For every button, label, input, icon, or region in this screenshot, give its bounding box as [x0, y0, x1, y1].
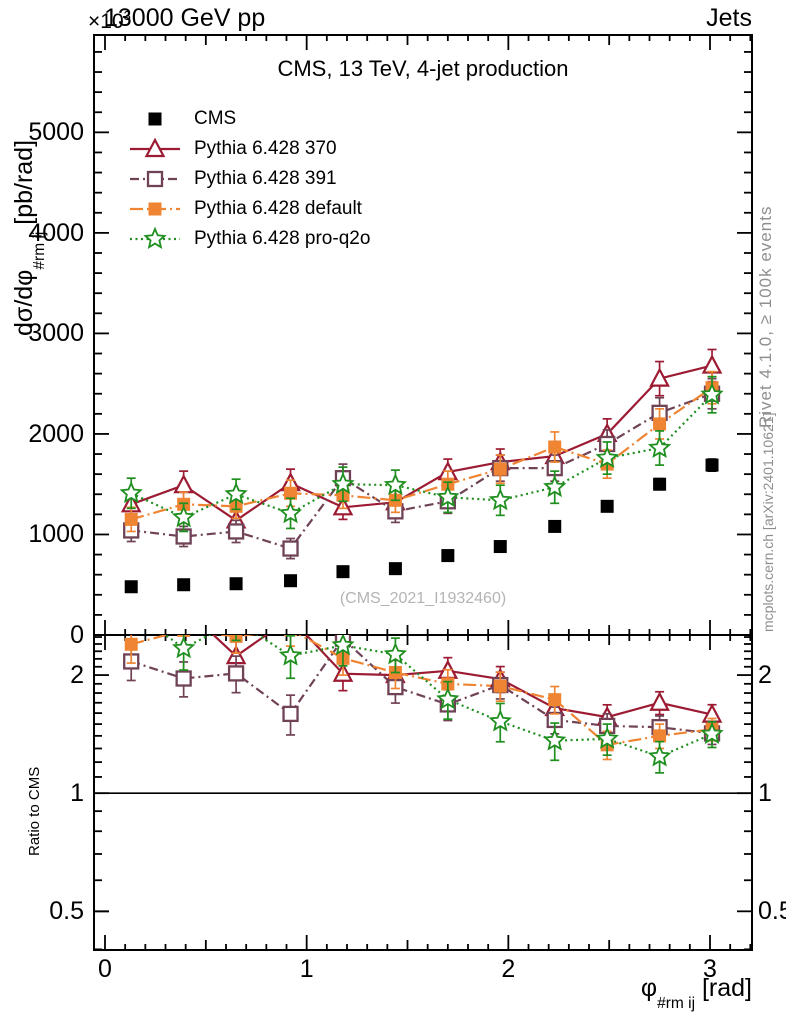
ratio-tick-label-right: 0.5	[758, 897, 786, 926]
legend-marker-pythia-6-428-default-icon	[130, 202, 180, 216]
main-line-pythia-6-428-pro-q2o	[130, 393, 713, 519]
y-tick-label: 1000	[28, 520, 84, 549]
analysis-id-watermark: (CMS_2021_I1932460)	[339, 590, 507, 607]
legend-item-cms: CMS	[128, 104, 370, 134]
legend: CMS Pythia 6.428 370 Pythia 6.428 391 Pythi…	[128, 104, 370, 254]
mcplots-arxiv-note: mcplots.cern.ch [arXiv:2401.10621]	[760, 412, 776, 632]
multiplier-base: ×10	[88, 10, 124, 33]
y-tick-label: 0	[70, 621, 84, 649]
ratio-line-pythia-6-428-default	[130, 635, 713, 746]
main-line-pythia-6-428-370	[130, 364, 713, 522]
y-tick-label: 2000	[28, 419, 84, 448]
main-series-lines	[130, 364, 713, 550]
ratio-series-lines	[130, 635, 713, 758]
ratio-tick-label-left: 1	[70, 779, 84, 808]
legend-label: Pythia 6.428 391	[194, 168, 337, 189]
y-tick-label: 3000	[28, 319, 84, 348]
ratio-line-pythia-6-428-370	[211, 635, 713, 719]
main-points-pythia-6-428-default	[124, 370, 719, 533]
legend-label: Pythia 6.428 default	[194, 198, 362, 219]
legend-marker-cms-icon	[148, 112, 162, 126]
x-title-prefix: φ	[640, 974, 658, 1002]
ratio-tick-label-left: 0.5	[49, 897, 84, 926]
legend-marker-pythia-6-428-pro-q2o-icon	[130, 227, 180, 249]
y-tick-label: 5000	[28, 118, 84, 147]
main-line-pythia-6-428-default	[130, 386, 713, 521]
ratio-points-pythia-6-428-pro-q2o	[171, 635, 724, 774]
legend-marker-pythia-6-428-370-icon	[130, 137, 180, 158]
plot-title: CMS, 13 TeV, 4-jet production	[277, 56, 569, 81]
legend-label: CMS	[194, 108, 237, 129]
legend-marker-pythia-6-428-391-icon	[130, 170, 180, 188]
x-title-subscript: #rm ij	[657, 994, 696, 1012]
ratio-tick-label-right: 2	[758, 661, 772, 690]
x-tick-label: 0	[98, 955, 112, 983]
legend-item-pythia-6-428-391: Pythia 6.428 391	[128, 164, 370, 194]
beam-energy-label: 13000 GeV pp	[104, 4, 266, 32]
x-tick-label: 3	[703, 955, 717, 983]
main-line-pythia-6-428-391	[131, 392, 713, 550]
main-series-markers	[119, 348, 724, 594]
ratio-tick-label-left: 2	[70, 661, 84, 690]
main-points-cms	[124, 458, 719, 594]
legend-label: Pythia 6.428 pro-q2o	[194, 228, 371, 249]
x-tick-label: 1	[299, 955, 314, 983]
main-points-pythia-6-428-391	[123, 377, 721, 560]
legend-item-pythia-6-428-pro-q2o: Pythia 6.428 pro-q2o	[128, 224, 370, 254]
ratio-series-markers	[123, 635, 724, 774]
legend-label: Pythia 6.428 370	[194, 138, 337, 159]
x-tick-label: 2	[501, 955, 516, 983]
ratio-line-pythia-6-428-pro-q2o	[163, 635, 713, 758]
rivet-version-note: Rivet 4.1.0, ≥ 100k events	[756, 205, 775, 428]
y-tick-label: 4000	[28, 218, 84, 247]
multiplier-exponent: 3	[123, 8, 131, 23]
ratio-tick-label-right: 1	[758, 779, 772, 808]
legend-item-pythia-6-428-370: Pythia 6.428 370	[128, 134, 370, 164]
x-title-suffix: [rad]	[695, 974, 752, 1002]
ratio-line-pythia-6-428-391	[130, 637, 713, 735]
main-points-pythia-6-428-pro-q2o	[119, 375, 724, 533]
legend-item-pythia-6-428-default: Pythia 6.428 default	[128, 194, 370, 224]
y-axis-multiplier: ×103	[88, 8, 131, 34]
x-axis-title: φ#rm ij [rad]	[402, 974, 752, 1012]
observable-group-label: Jets	[706, 4, 752, 32]
y-title-suffix: [pb/rad]	[10, 139, 38, 232]
